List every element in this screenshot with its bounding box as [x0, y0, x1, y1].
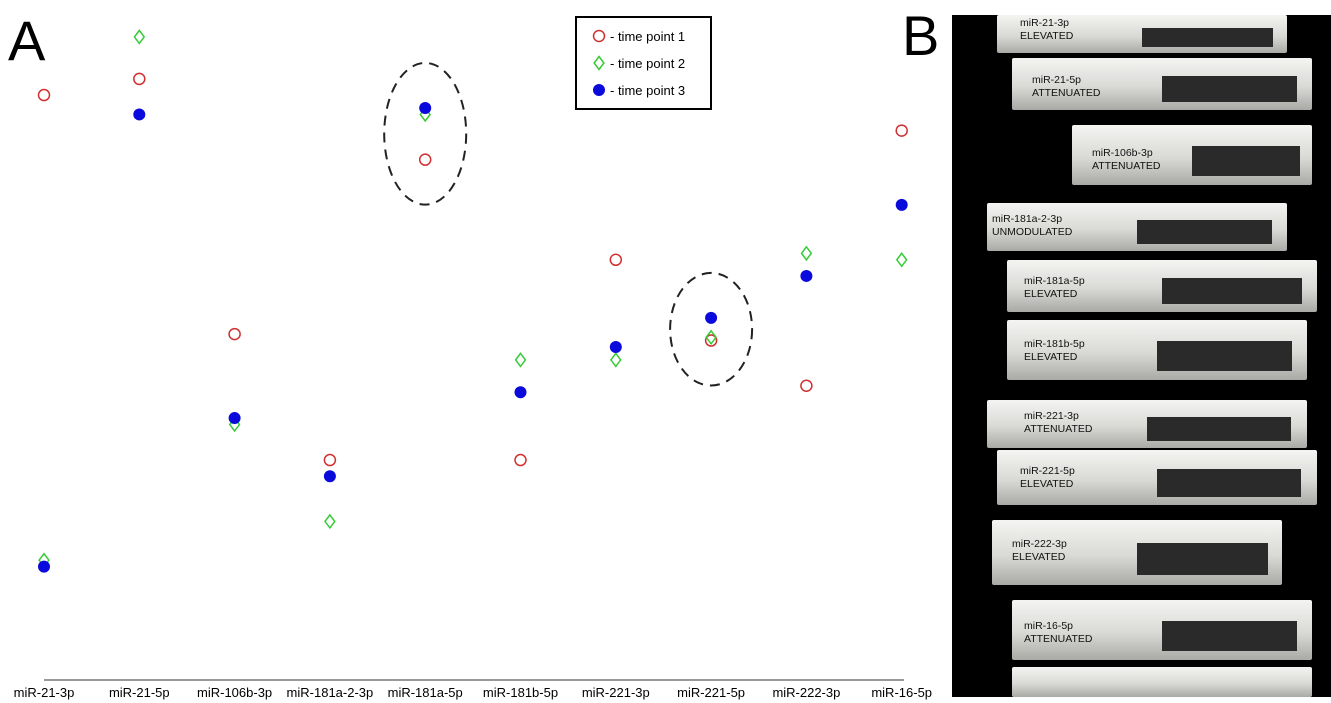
- data-point-tp1: [609, 253, 623, 267]
- regulation-status: ATTENUATED: [1032, 87, 1101, 99]
- legend-label: - time point 2: [610, 56, 685, 71]
- data-point-tp1: [800, 379, 813, 393]
- mirna-name: miR-181a-2-3p: [992, 213, 1063, 225]
- legend: - time point 1 - time point 2 - time point…: [575, 16, 712, 110]
- regulation-status: ELEVATED: [1020, 478, 1074, 490]
- key-label: miR-221-5p ELEVATED: [1020, 465, 1075, 491]
- black-key: [1147, 416, 1291, 441]
- regulation-status: ELEVATED: [1024, 351, 1078, 363]
- regulation-status: ELEVATED: [1024, 288, 1078, 300]
- data-point-tp2: [895, 252, 908, 268]
- x-tick-label: miR-21-3p: [14, 685, 75, 700]
- key-label: miR-16-5p ATTENUATED: [1024, 620, 1092, 646]
- data-point-tp1: [133, 72, 146, 86]
- black-key: [1157, 341, 1292, 371]
- x-tick-label: miR-106b-3p: [197, 685, 272, 700]
- regulation-status: ATTENUATED: [1092, 160, 1161, 172]
- x-tick-label: miR-21-5p: [109, 685, 170, 700]
- key-label: miR-181a-2-3p UNMODULATED: [992, 213, 1072, 239]
- data-point-tp3: [419, 101, 432, 114]
- data-point-tp3: [514, 386, 527, 399]
- data-point-tp2: [705, 329, 717, 346]
- data-point-tp3: [38, 560, 50, 573]
- key-label: miR-21-5p ATTENUATED: [1032, 74, 1100, 100]
- legend-marker-tp3: [593, 84, 605, 96]
- data-point-tp3: [609, 341, 622, 353]
- regulation-status: ATTENUATED: [1024, 423, 1093, 435]
- black-key: [1192, 146, 1300, 176]
- key-label: miR-181a-5p ELEVATED: [1024, 275, 1085, 301]
- legend-marker-tp2: [593, 55, 605, 71]
- panel-a-label: A: [8, 9, 46, 72]
- black-key: [1162, 278, 1302, 305]
- data-point-tp1: [895, 124, 908, 137]
- mirna-name: miR-21-3p: [1020, 17, 1070, 29]
- black-key: [1157, 469, 1301, 497]
- legend-marker-tp1: [592, 29, 606, 43]
- mirna-name: miR-106b-3p: [1092, 147, 1153, 159]
- black-key: [1162, 76, 1297, 103]
- key-label: miR-222-3p ELEVATED: [1012, 538, 1067, 564]
- x-tick-label: miR-181a-5p: [388, 685, 463, 700]
- x-tick-label: miR-181b-5p: [483, 685, 558, 700]
- mirna-name: miR-221-5p: [1020, 465, 1075, 477]
- data-point-tp1: [704, 334, 718, 347]
- data-point-tp1: [323, 453, 337, 467]
- data-point-tp3: [895, 198, 908, 211]
- piano-key: [1012, 667, 1312, 697]
- black-key: [1162, 621, 1297, 651]
- data-point-tp1: [514, 453, 527, 467]
- highlight-ellipse: [383, 61, 468, 206]
- highlight-ellipse: [669, 271, 754, 387]
- regulation-status: ATTENUATED: [1024, 633, 1093, 645]
- x-tick-label: miR-222-3p: [772, 685, 840, 700]
- data-point-tp2: [133, 29, 146, 45]
- mirna-name: miR-181b-5p: [1024, 338, 1085, 350]
- mirna-name: miR-222-3p: [1012, 538, 1067, 550]
- data-point-tp1: [37, 88, 51, 102]
- black-key: [1142, 28, 1273, 48]
- regulation-status: ELEVATED: [1020, 30, 1074, 42]
- data-point-tp2: [800, 245, 813, 262]
- x-tick-label: miR-181a-2-3p: [287, 685, 374, 700]
- data-point-tp2: [609, 352, 622, 368]
- key-label: miR-181b-5p ELEVATED: [1024, 338, 1085, 364]
- piano-keys-image: miR-21-3p ELEVATED miR-21-5p ATTENUATED miR-…: [952, 15, 1331, 697]
- data-point-tp3: [323, 470, 336, 483]
- data-point-tp2: [324, 513, 336, 530]
- x-tick-label: miR-221-3p: [582, 685, 650, 700]
- x-tick-label: miR-16-5p: [871, 685, 932, 700]
- mirna-name: miR-221-3p: [1024, 410, 1079, 422]
- data-point-tp3: [705, 311, 718, 324]
- panel-b-label: B: [902, 4, 939, 67]
- data-point-tp1: [418, 153, 432, 166]
- regulation-status: ELEVATED: [1012, 551, 1066, 563]
- data-point-tp3: [228, 412, 241, 425]
- legend-label: - time point 3: [610, 83, 685, 98]
- legend-label: - time point 1: [610, 29, 685, 44]
- data-point-tp3: [133, 108, 146, 121]
- x-tick-label: miR-221-5p: [677, 685, 745, 700]
- data-point-tp2: [514, 352, 527, 368]
- regulation-status: UNMODULATED: [992, 226, 1073, 238]
- scatter-chart: A B miR-21-3p miR-21-5p miR-106b-3p miR-181…: [8, 4, 939, 700]
- mirna-name: miR-21-5p: [1032, 74, 1082, 86]
- key-label: miR-221-3p ATTENUATED: [1024, 410, 1092, 436]
- black-key: [1137, 542, 1268, 576]
- data-point-tp3: [800, 269, 813, 282]
- black-key: [1137, 219, 1272, 244]
- key-label: miR-106b-3p ATTENUATED: [1092, 147, 1160, 173]
- data-point-tp1: [228, 327, 241, 341]
- key-label: miR-21-3p ELEVATED: [1020, 17, 1073, 43]
- mirna-name: miR-16-5p: [1024, 620, 1074, 632]
- mirna-name: miR-181a-5p: [1024, 275, 1085, 287]
